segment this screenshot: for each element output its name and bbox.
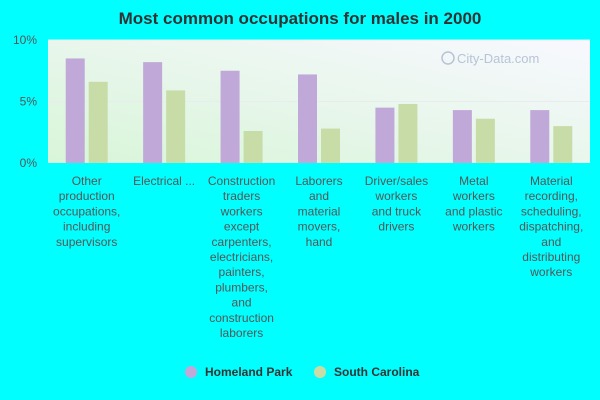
grid-lines (48, 39, 590, 102)
bar-south-carolina[interactable] (553, 126, 573, 163)
legend-label: Homeland Park (205, 365, 293, 379)
y-tick-label: 0% (20, 156, 38, 170)
x-category-label: Metal workers and plastic workers (445, 174, 502, 234)
bar-homeland-park[interactable] (375, 107, 395, 163)
bar-homeland-park[interactable] (220, 70, 240, 163)
bars (65, 58, 573, 164)
bar-south-carolina[interactable] (243, 131, 263, 163)
watermark-text: City-Data.com (457, 51, 539, 66)
bar-homeland-park[interactable] (452, 110, 472, 163)
y-tick-label: 5% (20, 95, 38, 109)
bar-homeland-park[interactable] (65, 58, 85, 164)
x-category-label: Laborers and material movers, hand (295, 174, 342, 249)
watermark-icon (441, 51, 455, 65)
legend-swatch (185, 366, 197, 378)
chart-title: Most common occupations for males in 200… (119, 9, 482, 28)
bar-homeland-park[interactable] (143, 62, 163, 163)
bar-homeland-park[interactable] (298, 74, 317, 163)
legend: Homeland Park South Carolina (185, 365, 420, 379)
x-category-label: Material recording, scheduling, dispatching… (519, 174, 583, 279)
bar-homeland-park[interactable] (530, 110, 550, 163)
bar-south-carolina[interactable] (88, 81, 108, 163)
y-tick-label: 10% (13, 33, 37, 47)
bar-south-carolina[interactable] (166, 90, 186, 163)
watermark: City-Data.com (441, 51, 539, 66)
bar-south-carolina[interactable] (475, 118, 495, 163)
legend-label: South Carolina (334, 365, 420, 379)
x-category-label: Construction traders workers except carpente… (208, 174, 275, 340)
bar-south-carolina[interactable] (321, 128, 340, 163)
y-axis: 10% 5% 0% (13, 33, 37, 170)
x-category-label: Electrical ... (133, 174, 195, 188)
x-category-label: Other production occupations, including supe… (53, 174, 120, 249)
x-axis: Other production occupations, including supe… (53, 174, 583, 340)
x-category-label: Driver/sales workers and truck drivers (365, 174, 428, 234)
legend-swatch (314, 366, 326, 378)
bar-south-carolina[interactable] (398, 103, 418, 163)
